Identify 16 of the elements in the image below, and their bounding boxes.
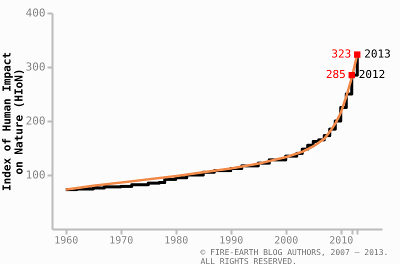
y-tick-label: 400 bbox=[26, 6, 46, 20]
x-tick-label: 1980 bbox=[164, 236, 188, 246]
x-tick-label: 1960 bbox=[54, 236, 78, 246]
x-tick-label: 1970 bbox=[109, 236, 134, 246]
x-tick-label: 1990 bbox=[219, 236, 244, 246]
x-tick-label: 2000 bbox=[274, 236, 298, 246]
x-tick-label: 2010 bbox=[329, 236, 354, 246]
annotation: 2012 bbox=[358, 68, 386, 82]
data-label: 323 bbox=[331, 48, 352, 61]
y-axis-title: Index of Human Impact on Nature (HIoN) bbox=[0, 52, 26, 192]
text: © FIRE-EARTH BLOG AUTHORS, 2007 – 2013. ALL RIGHTS RESERVED. bbox=[200, 248, 388, 264]
y-tick-label: 100 bbox=[26, 168, 46, 182]
annotation: 2013 bbox=[364, 48, 391, 61]
data-label: 285 bbox=[326, 68, 346, 82]
y-tick-label: 300 bbox=[26, 60, 46, 74]
y-tick-label: 200 bbox=[26, 114, 46, 128]
